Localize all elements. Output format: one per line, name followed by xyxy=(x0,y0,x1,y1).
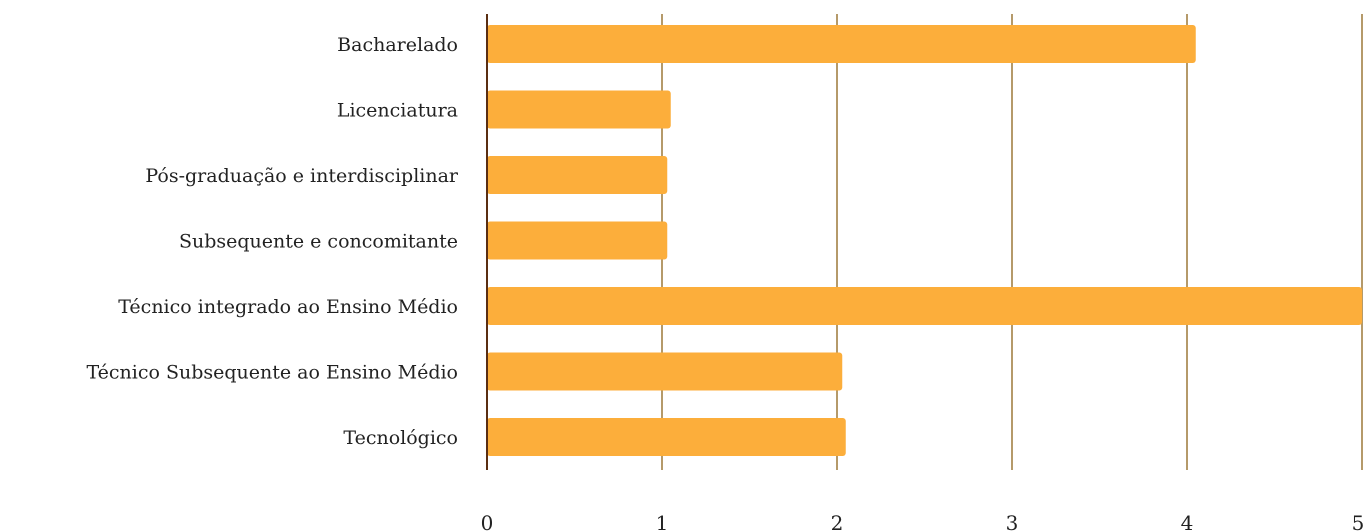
x-tick-labels: 0 1 2 3 4 5 xyxy=(481,511,1365,531)
category-label-0: Bacharelado xyxy=(337,34,458,56)
x-tick-label-1: 1 xyxy=(656,511,669,531)
category-label-6: Tecnológico xyxy=(343,427,458,449)
bars xyxy=(487,25,1362,456)
bar-1 xyxy=(487,90,671,129)
x-tick-label-3: 3 xyxy=(1006,511,1019,531)
x-tick-label-5: 5 xyxy=(1352,511,1365,531)
category-label-5: Técnico Subsequente ao Ensino Médio xyxy=(86,362,458,384)
bar-6 xyxy=(487,418,846,456)
bar-2 xyxy=(487,156,668,194)
bar-4 xyxy=(487,287,1362,325)
category-label-3: Subsequente e concomitante xyxy=(179,231,458,253)
bar-5 xyxy=(487,352,843,391)
bar-3 xyxy=(487,221,668,260)
x-tick-label-2: 2 xyxy=(831,511,844,531)
x-tick-label-4: 4 xyxy=(1181,511,1194,531)
category-label-4: Técnico integrado ao Ensino Médio xyxy=(118,296,458,318)
grid-lines xyxy=(661,14,1363,470)
category-label-2: Pós-graduação e interdisciplinar xyxy=(145,165,459,187)
category-label-1: Licenciatura xyxy=(337,100,458,122)
bar-0 xyxy=(487,25,1196,63)
x-tick-label-0: 0 xyxy=(481,511,494,531)
category-labels: Bacharelado Licenciatura Pós-graduação e i… xyxy=(86,34,458,449)
